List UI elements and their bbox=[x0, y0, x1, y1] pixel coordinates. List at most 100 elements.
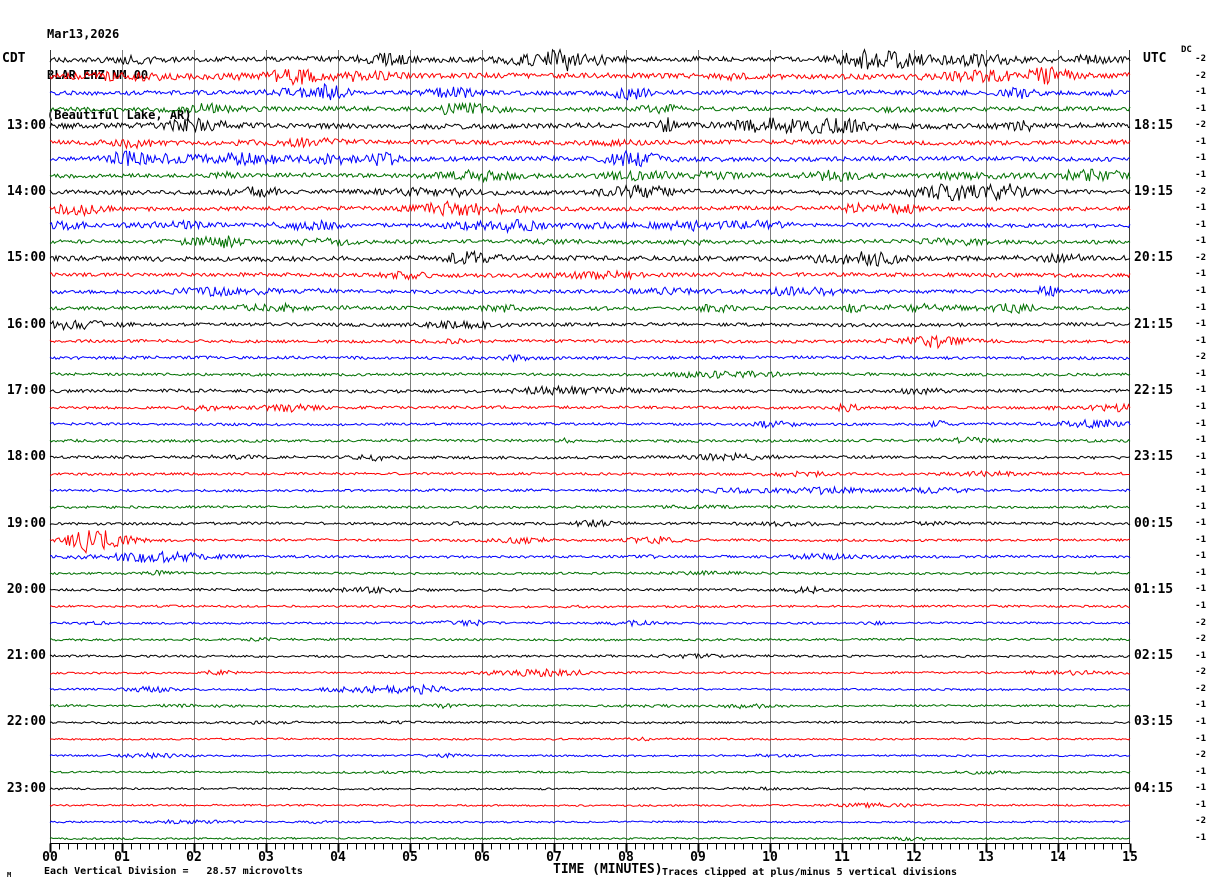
dc-offset-value: -1 bbox=[1195, 799, 1206, 810]
minute-tick-label: 15 bbox=[1122, 850, 1138, 865]
dc-offset-value: -2 bbox=[1195, 54, 1206, 64]
seismogram-trace-row bbox=[49, 569, 1131, 577]
dc-offset-value: -1 bbox=[1195, 203, 1206, 214]
seismogram-trace-row bbox=[49, 116, 1131, 135]
seismogram-trace-row bbox=[49, 218, 1131, 235]
minute-tick-label: 03 bbox=[258, 850, 274, 865]
cdt-hour-label: 13:00 bbox=[6, 117, 46, 133]
title-location: (Beautiful Lake, AR) bbox=[47, 108, 192, 122]
dc-offset-value: -1 bbox=[1195, 833, 1206, 843]
seismogram-trace-row bbox=[49, 370, 1131, 379]
dc-offset-value: -1 bbox=[1195, 418, 1206, 429]
cdt-hour-label: 19:00 bbox=[6, 515, 46, 531]
seismogram-trace-row bbox=[49, 384, 1131, 396]
seismogram-trace-row bbox=[49, 418, 1131, 430]
seismogram-trace-row bbox=[49, 101, 1131, 116]
title-date: Mar13,2026 bbox=[47, 27, 120, 41]
seismogram-trace-row bbox=[50, 604, 1131, 609]
x-axis-title: TIME (MINUTES) bbox=[553, 862, 663, 877]
dc-offset-value: -1 bbox=[1195, 103, 1206, 114]
dc-offset-value: -1 bbox=[1195, 385, 1206, 396]
minute-tick-label: 11 bbox=[834, 850, 850, 865]
seismogram-trace-row bbox=[49, 66, 1131, 86]
seismogram-trace-row bbox=[49, 786, 1131, 791]
minute-tick-label: 01 bbox=[114, 850, 130, 865]
dc-offset-value: -1 bbox=[1195, 484, 1206, 495]
seismogram-trace-row bbox=[49, 402, 1131, 413]
seismogram-trace-row bbox=[49, 182, 1131, 202]
seismogram-trace-row bbox=[49, 550, 1131, 564]
dc-offset-value: -1 bbox=[1195, 269, 1206, 280]
dc-offset-value: -1 bbox=[1195, 368, 1206, 379]
minute-tick-label: 00 bbox=[42, 850, 58, 865]
dc-offset-value: -1 bbox=[1195, 286, 1206, 297]
dc-offset-value: -1 bbox=[1195, 733, 1206, 744]
minute-tick-label: 05 bbox=[402, 850, 418, 865]
seismogram-trace-row bbox=[49, 334, 1131, 350]
cdt-hour-label: 22:00 bbox=[6, 714, 46, 730]
dc-offset-value: -1 bbox=[1195, 402, 1206, 413]
right-axis-label: UTC bbox=[1143, 51, 1167, 66]
utc-hour-label: 21:15 bbox=[1134, 316, 1174, 332]
cdt-hour-label: 17:00 bbox=[6, 382, 46, 398]
dc-offset-value: -2 bbox=[1195, 186, 1206, 197]
minute-tick-label: 10 bbox=[762, 850, 778, 865]
seismogram-trace-row bbox=[49, 719, 1131, 725]
utc-hour-label: 23:15 bbox=[1134, 449, 1174, 465]
dc-offset-value: -1 bbox=[1195, 468, 1206, 479]
dc-offset-value: -1 bbox=[1195, 501, 1206, 512]
seismogram-trace-row bbox=[49, 769, 1131, 775]
dc-offset-value: -1 bbox=[1195, 435, 1206, 446]
dc-offset-value: -1 bbox=[1195, 700, 1206, 711]
dc-offset-value: -1 bbox=[1195, 518, 1206, 529]
seismogram-trace-row bbox=[49, 168, 1131, 184]
corner-mark: M bbox=[7, 871, 12, 879]
seismogram-trace-row bbox=[49, 469, 1131, 479]
utc-hour-label: 03:15 bbox=[1134, 714, 1174, 730]
dc-offset-value: -1 bbox=[1195, 551, 1206, 562]
seismogram-trace-row bbox=[49, 683, 1131, 695]
seismogram-trace-row bbox=[49, 353, 1130, 363]
seismogram-trace-row bbox=[49, 836, 1131, 842]
seismogram-trace-row bbox=[49, 736, 1131, 742]
utc-hour-label: 02:15 bbox=[1134, 648, 1174, 664]
dc-offset-value: -2 bbox=[1195, 252, 1206, 263]
seismogram-trace-row bbox=[49, 585, 1130, 595]
seismogram-trace-row bbox=[49, 284, 1131, 298]
seismogram-trace-row bbox=[49, 235, 1131, 249]
seismogram-trace-row bbox=[49, 82, 1131, 101]
dc-offset-value: -1 bbox=[1195, 319, 1206, 330]
minute-tick-label: 06 bbox=[474, 850, 490, 865]
seismogram-trace-row bbox=[49, 301, 1131, 315]
seismogram-trace-row bbox=[49, 48, 1131, 72]
utc-hour-label: 04:15 bbox=[1134, 780, 1174, 796]
dc-offset-value: -2 bbox=[1195, 70, 1206, 81]
dc-offset-value: -1 bbox=[1195, 153, 1206, 164]
dc-offset-value: -2 bbox=[1195, 617, 1206, 628]
dc-offset-value: -2 bbox=[1195, 120, 1206, 131]
dc-offset-value: -1 bbox=[1195, 716, 1206, 727]
dc-offset-value: -2 bbox=[1195, 352, 1206, 363]
plot-title: Mar13,2026 BLAR EHZ NM 00 (Beautiful Lak… bbox=[47, 1, 192, 136]
utc-hour-label: 19:15 bbox=[1134, 184, 1174, 200]
dc-offset-value: -2 bbox=[1195, 683, 1206, 694]
cdt-hour-label: 20:00 bbox=[6, 581, 46, 597]
seismogram-trace-row bbox=[49, 485, 1131, 496]
seismogram-trace-row bbox=[49, 137, 1131, 150]
utc-hour-label: 22:15 bbox=[1134, 382, 1174, 398]
seismogram-trace-row bbox=[49, 703, 1131, 710]
dc-offset-value: -1 bbox=[1195, 170, 1206, 181]
seismogram-trace-row bbox=[49, 249, 1131, 267]
utc-hour-label: 00:15 bbox=[1134, 515, 1174, 531]
dc-offset-value: -1 bbox=[1195, 302, 1206, 313]
dc-offset-value: -2 bbox=[1195, 667, 1206, 678]
seismogram-trace-row bbox=[49, 530, 1131, 555]
cdt-hour-label: 15:00 bbox=[6, 250, 46, 266]
dc-offset-value: -1 bbox=[1195, 451, 1206, 462]
utc-hour-label: 18:15 bbox=[1134, 117, 1174, 133]
seismogram-trace-row bbox=[49, 504, 1131, 510]
utc-hour-label: 01:15 bbox=[1134, 581, 1174, 597]
dc-offset-value: -1 bbox=[1195, 136, 1206, 147]
